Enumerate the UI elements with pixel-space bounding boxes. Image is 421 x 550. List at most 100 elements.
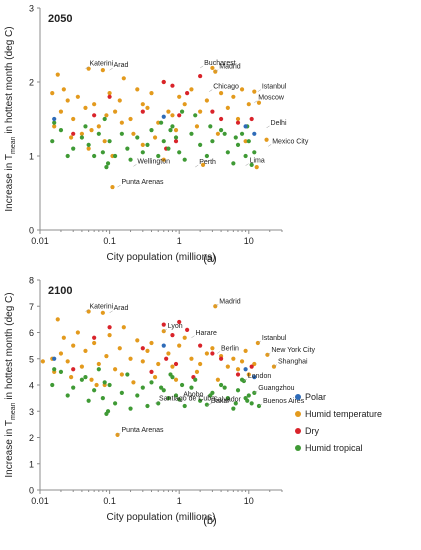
y-axis-label: Increase in Tmean in hottest month (deg …	[4, 292, 17, 477]
data-point	[135, 338, 140, 343]
series-humid-tropical	[50, 109, 257, 170]
data-point	[249, 364, 254, 369]
data-point	[168, 372, 173, 377]
data-point	[177, 150, 182, 155]
annotation-leader	[243, 378, 248, 382]
data-point	[235, 388, 241, 393]
legend-entry: Polar	[305, 392, 326, 402]
data-point	[164, 356, 169, 361]
data-point	[249, 162, 254, 167]
data-point	[79, 135, 85, 140]
x-tick-label: 1	[177, 236, 182, 246]
data-point	[193, 113, 198, 118]
data-point	[235, 367, 241, 372]
y-axis-label-subscript: mean	[10, 402, 17, 420]
data-point	[140, 385, 145, 390]
data-point	[179, 109, 185, 114]
data-point	[218, 91, 224, 96]
data-point	[128, 406, 133, 411]
data-point	[177, 343, 182, 348]
annotation-leader	[267, 352, 271, 356]
data-point	[140, 109, 145, 114]
data-point	[256, 100, 262, 105]
data-point	[246, 102, 251, 107]
data-point	[222, 385, 227, 390]
data-point	[140, 359, 145, 364]
data-point	[83, 375, 88, 380]
data-point	[198, 109, 203, 114]
point-annotation: Arad	[114, 62, 129, 69]
data-point	[107, 94, 112, 99]
data-point	[166, 396, 171, 401]
data-point	[252, 150, 257, 155]
data-point	[92, 153, 97, 159]
y-tick-label: 1	[29, 152, 34, 162]
data-point	[194, 369, 200, 374]
data-point	[86, 146, 91, 151]
data-point	[210, 65, 215, 71]
data-point	[89, 128, 94, 133]
data-point	[231, 406, 236, 411]
data-point	[166, 351, 171, 356]
data-point	[65, 393, 70, 398]
data-point	[246, 372, 251, 377]
data-point	[252, 89, 257, 94]
data-point	[198, 361, 203, 367]
point-annotation: London	[248, 373, 271, 380]
data-point	[50, 382, 55, 388]
data-point	[252, 375, 257, 380]
data-point	[65, 359, 70, 364]
data-point	[170, 113, 175, 118]
data-point	[166, 109, 171, 114]
point-annotation: Lima	[250, 158, 265, 165]
data-point	[249, 401, 254, 406]
y-tick-label: 1	[29, 459, 34, 469]
data-point	[185, 91, 190, 96]
annotation-leader	[216, 351, 221, 354]
data-point	[107, 382, 112, 388]
x-tick-label: 10	[244, 496, 254, 506]
data-point	[105, 161, 111, 166]
y-axis-label-subscript: mean	[10, 136, 17, 154]
data-point	[243, 367, 248, 372]
data-point	[156, 361, 161, 367]
data-point	[204, 98, 209, 103]
data-point	[204, 153, 209, 159]
legend: Polar Humid temperature Dry Humid tropical	[295, 392, 382, 453]
data-point	[140, 102, 145, 107]
data-point	[189, 131, 194, 136]
data-point	[71, 131, 76, 136]
annotation-leader	[206, 403, 211, 407]
data-point	[218, 382, 224, 388]
legend-marker	[295, 411, 301, 417]
data-point	[121, 325, 126, 330]
data-point	[71, 116, 76, 122]
data-point	[173, 361, 179, 367]
point-annotation: Guangzhou	[258, 385, 294, 392]
data-point	[239, 131, 245, 136]
data-point	[194, 124, 200, 129]
data-point	[75, 94, 80, 99]
data-point	[218, 128, 224, 133]
point-annotation: New York City	[271, 347, 315, 354]
data-point	[135, 393, 140, 398]
data-point	[113, 401, 118, 406]
data-point	[113, 109, 118, 114]
data-point	[161, 322, 166, 327]
data-point	[246, 139, 251, 144]
point-annotation: Delhi	[271, 120, 287, 127]
point-annotation: Istanbul	[262, 335, 287, 342]
data-point	[235, 142, 241, 147]
data-point	[107, 139, 112, 144]
data-point	[94, 382, 99, 388]
data-point	[166, 146, 171, 151]
annotation-leader	[266, 125, 270, 129]
data-point	[225, 105, 230, 110]
data-point	[104, 113, 109, 118]
data-point	[140, 150, 145, 155]
data-point	[96, 367, 101, 372]
data-point	[145, 142, 150, 147]
point-annotation: Abobo	[183, 391, 203, 398]
data-point	[79, 377, 85, 382]
y-tick-label: 7	[29, 302, 34, 312]
